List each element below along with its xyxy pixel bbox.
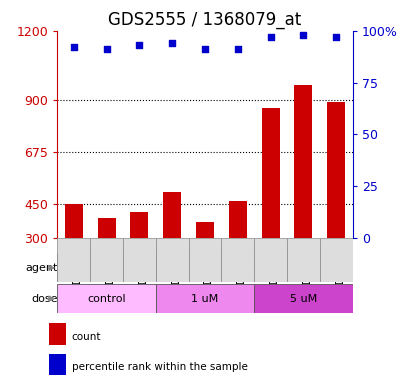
Text: GSM114195: GSM114195 [232, 240, 242, 299]
Point [103, 46, 110, 53]
Point [201, 46, 208, 53]
Bar [294, 85, 312, 307]
Point [267, 34, 273, 40]
Point [70, 44, 77, 50]
Bar [188, 238, 221, 282]
Text: control: control [87, 293, 126, 304]
Bar [155, 253, 352, 282]
Bar [221, 238, 254, 282]
Bar [228, 201, 246, 307]
Point [169, 40, 175, 46]
Text: GSM114191: GSM114191 [69, 240, 79, 299]
Text: trimethyltin: trimethyltin [221, 263, 286, 273]
Bar [286, 238, 319, 282]
Bar [65, 204, 83, 307]
Point [299, 32, 306, 38]
Bar [90, 238, 123, 282]
Text: dose: dose [31, 293, 58, 304]
Bar [196, 222, 213, 307]
Text: GSM114199: GSM114199 [134, 240, 144, 299]
Bar [254, 238, 286, 282]
Text: GSM114194: GSM114194 [200, 240, 209, 299]
Text: count: count [72, 332, 101, 342]
Bar [130, 212, 148, 307]
Title: GDS2555 / 1368079_at: GDS2555 / 1368079_at [108, 12, 301, 30]
Bar [326, 102, 344, 307]
Bar [97, 218, 115, 307]
Bar [49, 354, 65, 376]
Bar [261, 108, 279, 307]
Bar [319, 238, 352, 282]
Bar [57, 253, 155, 282]
Text: GSM114197: GSM114197 [330, 240, 340, 299]
Text: GSM114193: GSM114193 [265, 240, 275, 299]
Bar [163, 192, 181, 307]
Text: untreated: untreated [79, 263, 134, 273]
Bar [123, 238, 155, 282]
Point [332, 34, 339, 40]
Text: GSM114196: GSM114196 [298, 240, 308, 299]
Text: GSM114192: GSM114192 [167, 240, 177, 299]
Text: agent: agent [26, 263, 58, 273]
Text: 5 uM: 5 uM [289, 293, 316, 304]
Text: 1 uM: 1 uM [191, 293, 218, 304]
Bar [57, 238, 90, 282]
Text: GSM114198: GSM114198 [101, 240, 111, 299]
Bar [49, 323, 65, 345]
Bar [155, 238, 188, 282]
Bar [254, 284, 352, 313]
Text: percentile rank within the sample: percentile rank within the sample [72, 362, 247, 372]
Point [234, 46, 240, 53]
Bar [155, 284, 254, 313]
Point [136, 42, 142, 48]
Bar [57, 284, 155, 313]
